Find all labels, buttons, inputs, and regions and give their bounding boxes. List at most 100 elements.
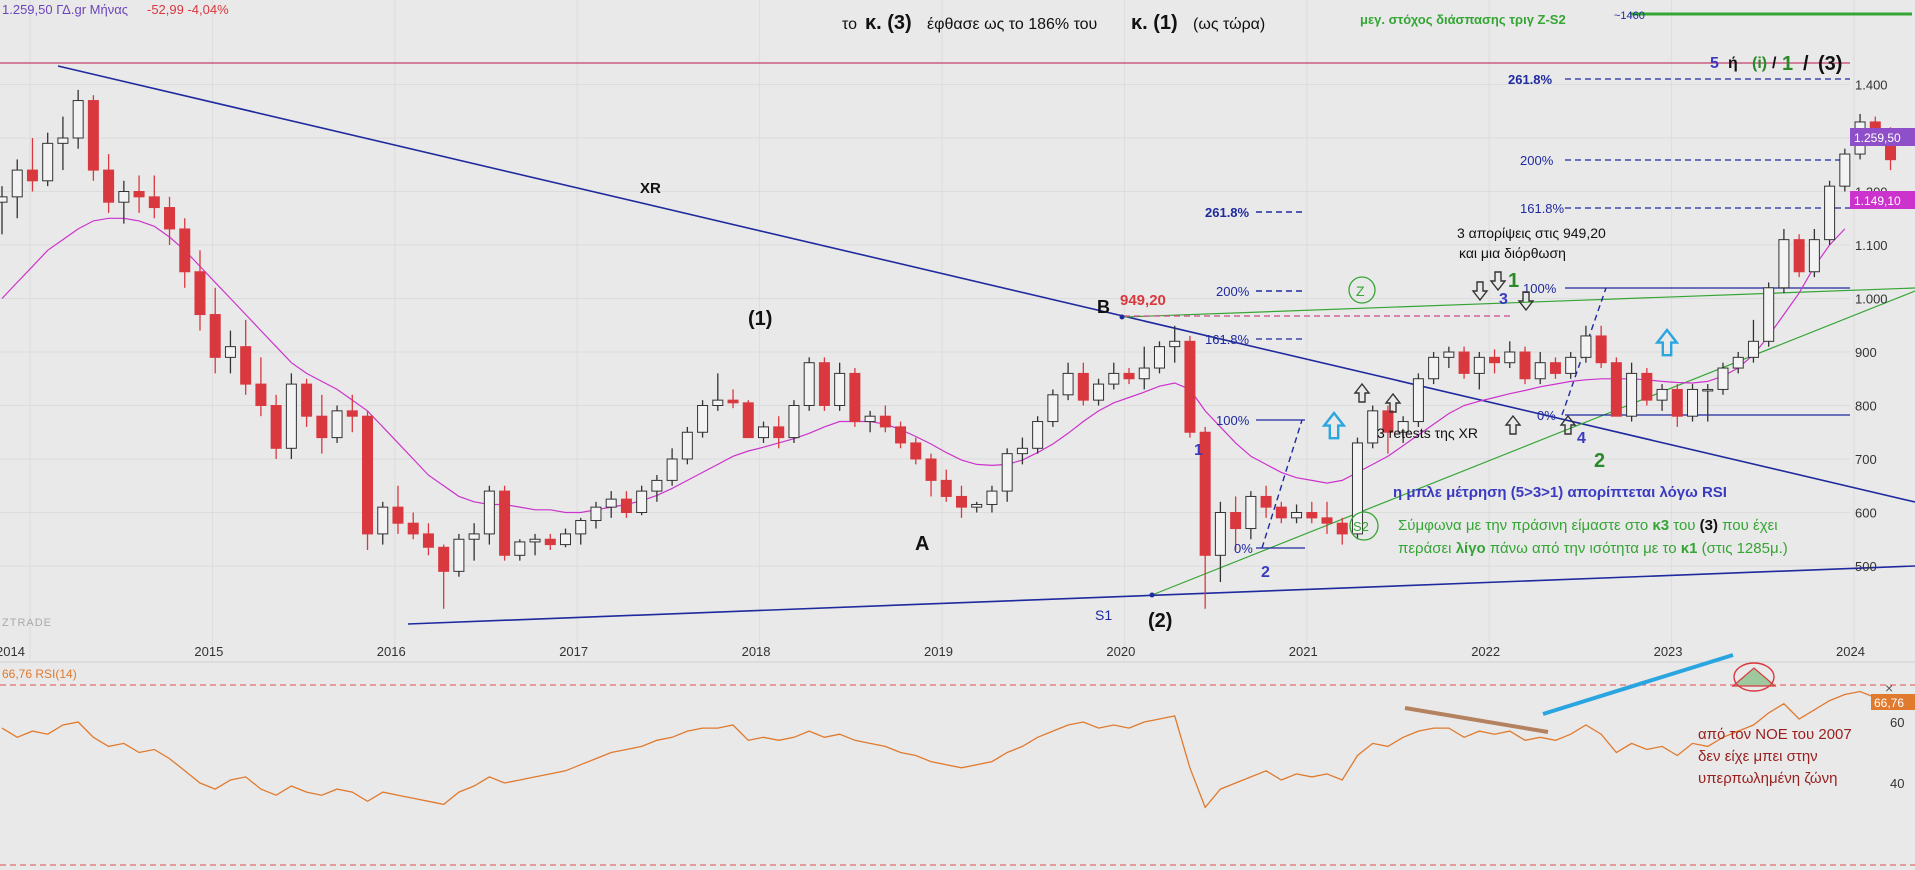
green-note-line1: Σύμφωνα με την πράσινη είμαστε στο κ3 το…	[1398, 517, 1778, 534]
rsi-path	[1, 690, 1891, 809]
rejections-note-2: και μια διόρθωση	[1459, 245, 1566, 261]
candle-body	[834, 372, 846, 406]
candle-up	[1016, 437, 1028, 465]
candle-body	[1047, 394, 1059, 423]
candle-down	[1458, 346, 1470, 379]
candle-down	[1549, 357, 1561, 379]
candle-down	[895, 421, 907, 449]
candle-up	[1245, 491, 1257, 540]
rsi-badge-text: 66,76	[1874, 696, 1904, 710]
close-icon[interactable]: ×	[1885, 680, 1893, 696]
candle-body	[1321, 517, 1333, 524]
rsi-axis: 40 60	[1890, 715, 1904, 791]
ma-path	[1, 217, 1846, 514]
ma-badge	[1850, 191, 1915, 209]
candle-body	[209, 314, 221, 358]
rsi-blue-trend-line	[1542, 653, 1734, 716]
a-label: A	[915, 533, 929, 555]
candle-up	[1367, 405, 1379, 449]
candle-body	[1747, 340, 1759, 358]
candle-body	[666, 458, 678, 481]
candle-up	[712, 373, 724, 411]
candle-body	[803, 362, 815, 407]
candle-body	[270, 405, 282, 449]
candle-up	[224, 330, 236, 374]
z-label: Z	[1356, 283, 1365, 299]
candle-body	[87, 100, 99, 171]
candle-up	[834, 362, 846, 411]
candle-body	[1778, 239, 1790, 289]
candle-body	[301, 383, 313, 417]
candle-down	[1595, 325, 1607, 369]
candle-body	[1123, 372, 1135, 380]
retests-note: 3 retests της XR	[1377, 425, 1478, 441]
candle-body	[818, 362, 830, 407]
xr-label: XR	[640, 180, 661, 197]
candle-body	[1214, 512, 1226, 556]
candle-body	[194, 271, 206, 316]
wave4-projection-dashed	[1561, 287, 1607, 416]
rejections-note-1: 3 απορίψεις στις 949,20	[1457, 225, 1606, 241]
moving-average-line	[1, 217, 1846, 514]
top-wave3-label: (3)	[1818, 53, 1842, 75]
candle-down	[164, 196, 176, 245]
candle-body	[620, 498, 632, 513]
year-tick-label: 2022	[1471, 644, 1500, 659]
up-arrow	[1559, 414, 1577, 435]
candle-up	[1763, 282, 1775, 347]
candle-down	[1610, 357, 1622, 417]
candle-body	[1199, 431, 1211, 556]
trendlines	[0, 12, 1915, 625]
candle-down	[849, 368, 861, 427]
candle-body	[1245, 495, 1257, 530]
candle-body	[1062, 372, 1074, 396]
candle-body	[1367, 410, 1379, 444]
wave1-projection-dashed	[1261, 419, 1303, 549]
top-slash-1: /	[1772, 55, 1777, 72]
candle-up	[1001, 448, 1013, 502]
candle-body	[1443, 351, 1455, 358]
candle-up	[1687, 384, 1699, 422]
candle-body	[1732, 356, 1744, 369]
change-label: -52,99 -4,04%	[147, 2, 229, 17]
candle-body	[26, 169, 38, 182]
s2-circle	[1349, 511, 1379, 541]
price-grid	[0, 0, 1915, 663]
rsi-tick-label: 40	[1890, 776, 1904, 791]
title-suffix: (ως τώρα)	[1193, 16, 1265, 33]
candle-body	[514, 541, 526, 556]
candle-down	[346, 394, 358, 433]
candle-body	[42, 142, 54, 182]
up-arrow	[1384, 392, 1402, 413]
candle-down	[148, 175, 160, 219]
candle-up	[57, 116, 69, 171]
candle-down	[818, 357, 830, 411]
candle-up	[1351, 437, 1363, 540]
candle-body	[240, 346, 252, 385]
candle-body	[1580, 335, 1592, 358]
candle-body	[1808, 239, 1820, 273]
candle-down	[1199, 426, 1211, 609]
title-k1: κ. (1)	[1131, 12, 1178, 34]
candle-body	[1793, 239, 1805, 273]
candle-down	[1489, 349, 1501, 374]
candle-body	[57, 137, 69, 144]
candle-down	[1123, 368, 1135, 385]
candle-body	[1077, 372, 1089, 401]
price-tick-label: 1.400	[1855, 78, 1888, 93]
candle-body	[1169, 340, 1181, 348]
candle-down	[103, 154, 115, 213]
candle-body	[164, 207, 176, 230]
candle-body	[11, 169, 23, 198]
candle-body	[1230, 512, 1242, 530]
candle-down	[301, 378, 313, 427]
title-k3: κ. (3)	[865, 12, 912, 34]
price-tick-label: 500	[1855, 559, 1877, 574]
candle-up	[1808, 228, 1820, 278]
candle-body	[1428, 356, 1440, 380]
candle-down	[620, 491, 632, 518]
fib-left-label: 161.8%	[1205, 332, 1250, 347]
candle-body	[1504, 351, 1516, 364]
